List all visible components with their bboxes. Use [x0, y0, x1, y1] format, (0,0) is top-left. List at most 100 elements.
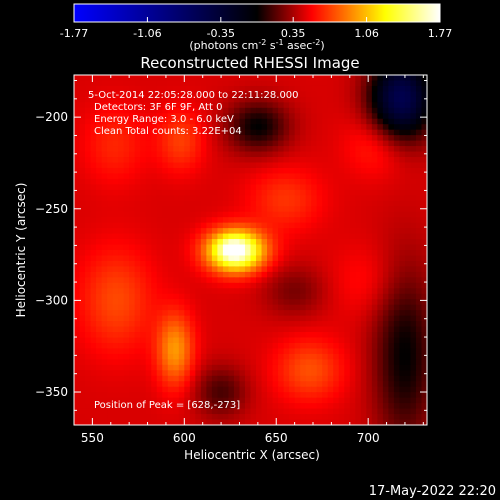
heatmap-cell [140, 200, 147, 207]
heatmap-cell [377, 315, 384, 322]
heatmap-cell [410, 337, 417, 344]
heatmap-cell [195, 282, 202, 289]
heatmap-cell [278, 217, 285, 224]
heatmap-cell [404, 228, 412, 235]
heatmap-cell [388, 282, 395, 289]
heatmap-cell [272, 167, 279, 175]
heatmap-cell [250, 162, 257, 169]
heatmap-cell [140, 337, 147, 344]
heatmap-cell [421, 310, 427, 317]
heatmap-cell [162, 184, 169, 191]
heatmap-cell [289, 239, 296, 246]
heatmap-cell [278, 85, 285, 93]
heatmap-cell [338, 85, 345, 93]
heatmap-cell [145, 403, 152, 410]
heatmap-cell [415, 353, 423, 360]
heatmap-cell [404, 167, 412, 175]
heatmap-cell [222, 419, 230, 425]
heatmap-cell [283, 386, 290, 393]
heatmap-cell [96, 277, 103, 284]
heatmap-cell [294, 129, 301, 136]
heatmap-cell [377, 157, 384, 164]
heatmap-cell [145, 162, 152, 169]
heatmap-cell [349, 392, 356, 399]
heatmap-cell [173, 135, 180, 142]
heatmap-cell [134, 304, 141, 311]
heatmap-cell [404, 414, 412, 421]
heatmap-cell [261, 293, 268, 300]
heatmap-cell [145, 342, 152, 350]
heatmap-cell [256, 310, 263, 317]
heatmap-cell [90, 211, 97, 218]
heatmap-cell [200, 200, 207, 207]
heatmap-cell [101, 157, 108, 164]
heatmap-cell [167, 250, 174, 257]
heatmap-cell [123, 173, 130, 180]
heatmap-cell [178, 321, 185, 328]
heatmap-cell [322, 189, 329, 196]
heatmap-cell [360, 375, 367, 382]
heatmap-cell [300, 250, 307, 257]
heatmap-cell [101, 217, 108, 224]
heatmap-cell [118, 386, 125, 393]
heatmap-cell [333, 260, 340, 268]
heatmap-cell [107, 222, 114, 229]
heatmap-cell [410, 151, 417, 158]
heatmap-cell [222, 184, 230, 191]
heatmap-cell [85, 375, 92, 382]
heatmap-cell [145, 370, 152, 377]
heatmap-cell [355, 75, 362, 82]
heatmap-cell [399, 337, 406, 344]
heatmap-cell [96, 173, 103, 180]
heatmap-cell [233, 244, 241, 251]
heatmap-cell [322, 403, 329, 410]
heatmap-cell [349, 337, 356, 344]
heatmap-cell [322, 239, 329, 246]
heatmap-cell [244, 293, 252, 300]
heatmap-cell [96, 129, 103, 136]
heatmap-cell [283, 239, 290, 246]
heatmap-cell [399, 96, 406, 103]
heatmap-cell [156, 397, 163, 404]
heatmap-cell [283, 310, 290, 317]
heatmap-cell [349, 211, 356, 218]
heatmap-cell [233, 255, 241, 262]
heatmap-cell [267, 315, 274, 322]
heatmap-cell [250, 113, 257, 120]
heatmap-cell [294, 85, 301, 93]
heatmap-cell [377, 162, 384, 169]
heatmap-cell [267, 151, 274, 158]
heatmap-cell [123, 392, 130, 399]
heatmap-cell [388, 244, 395, 251]
heatmap-cell [79, 195, 86, 202]
heatmap-cell [206, 189, 213, 196]
heatmap-cell [415, 337, 423, 344]
heatmap-cell [107, 217, 114, 224]
heatmap-cell [123, 364, 130, 371]
heatmap-cell [349, 75, 356, 82]
heatmap-cell [96, 282, 103, 289]
heatmap-cell [360, 332, 367, 339]
heatmap-cell [333, 408, 340, 415]
heatmap-cell [382, 118, 389, 125]
heatmap-cell [289, 91, 296, 98]
heatmap-cell [85, 140, 92, 147]
heatmap-cell [85, 151, 92, 158]
heatmap-cell [195, 222, 202, 229]
heatmap-cell [267, 107, 274, 114]
heatmap-cell [101, 96, 108, 103]
heatmap-cell [118, 167, 125, 175]
heatmap-cell [189, 370, 196, 377]
heatmap-cell [200, 129, 207, 136]
heatmap-cell [101, 244, 108, 251]
heatmap-cell [377, 392, 384, 399]
heatmap-cell [278, 91, 285, 98]
heatmap-cell [217, 124, 224, 131]
heatmap-cell [267, 228, 274, 235]
heatmap-cell [338, 135, 345, 142]
heatmap-cell [410, 129, 417, 136]
heatmap-cell [289, 200, 296, 207]
heatmap-cell [211, 80, 219, 87]
heatmap-cell [90, 189, 97, 196]
heatmap-cell [382, 403, 389, 410]
